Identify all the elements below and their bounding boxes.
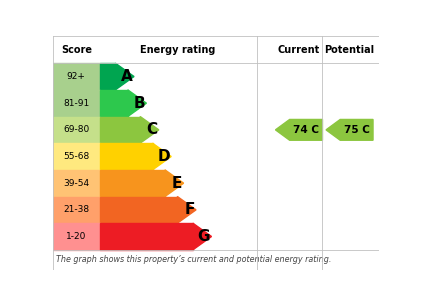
Text: 55-68: 55-68 <box>63 152 89 161</box>
Bar <box>100 170 165 197</box>
Polygon shape <box>177 197 196 223</box>
Text: Potential: Potential <box>325 45 375 55</box>
Polygon shape <box>275 119 322 140</box>
Polygon shape <box>193 223 211 250</box>
Text: 74 C: 74 C <box>293 125 319 135</box>
Bar <box>100 197 177 223</box>
Bar <box>53 223 100 250</box>
Text: Score: Score <box>61 45 92 55</box>
Bar <box>100 143 152 170</box>
Text: 75 C: 75 C <box>344 125 370 135</box>
Text: A: A <box>121 69 133 84</box>
Text: Energy rating: Energy rating <box>140 45 215 55</box>
Text: E: E <box>172 176 182 191</box>
Polygon shape <box>152 143 171 170</box>
Bar <box>53 197 100 223</box>
Bar <box>100 223 193 250</box>
Bar <box>100 90 128 117</box>
Text: D: D <box>157 149 170 164</box>
Bar <box>53 90 100 117</box>
Text: 92+: 92+ <box>67 72 86 81</box>
Text: 81-91: 81-91 <box>63 99 89 108</box>
Text: 69-80: 69-80 <box>63 125 89 134</box>
Text: F: F <box>184 202 195 217</box>
Bar <box>53 63 100 90</box>
Text: G: G <box>198 229 210 244</box>
Text: 21-38: 21-38 <box>63 205 89 214</box>
Text: 1-20: 1-20 <box>66 232 86 241</box>
Bar <box>100 117 140 143</box>
Text: B: B <box>133 96 145 111</box>
Text: The graph shows this property’s current and potential energy rating.: The graph shows this property’s current … <box>56 255 331 264</box>
Bar <box>53 143 100 170</box>
Text: 39-54: 39-54 <box>63 179 89 188</box>
Polygon shape <box>115 63 134 90</box>
Polygon shape <box>165 170 184 197</box>
Bar <box>53 170 100 197</box>
Polygon shape <box>140 117 159 143</box>
Bar <box>53 117 100 143</box>
Bar <box>100 63 115 90</box>
Polygon shape <box>326 119 373 140</box>
Text: Current: Current <box>278 45 320 55</box>
Polygon shape <box>128 90 147 117</box>
Text: C: C <box>147 122 157 137</box>
